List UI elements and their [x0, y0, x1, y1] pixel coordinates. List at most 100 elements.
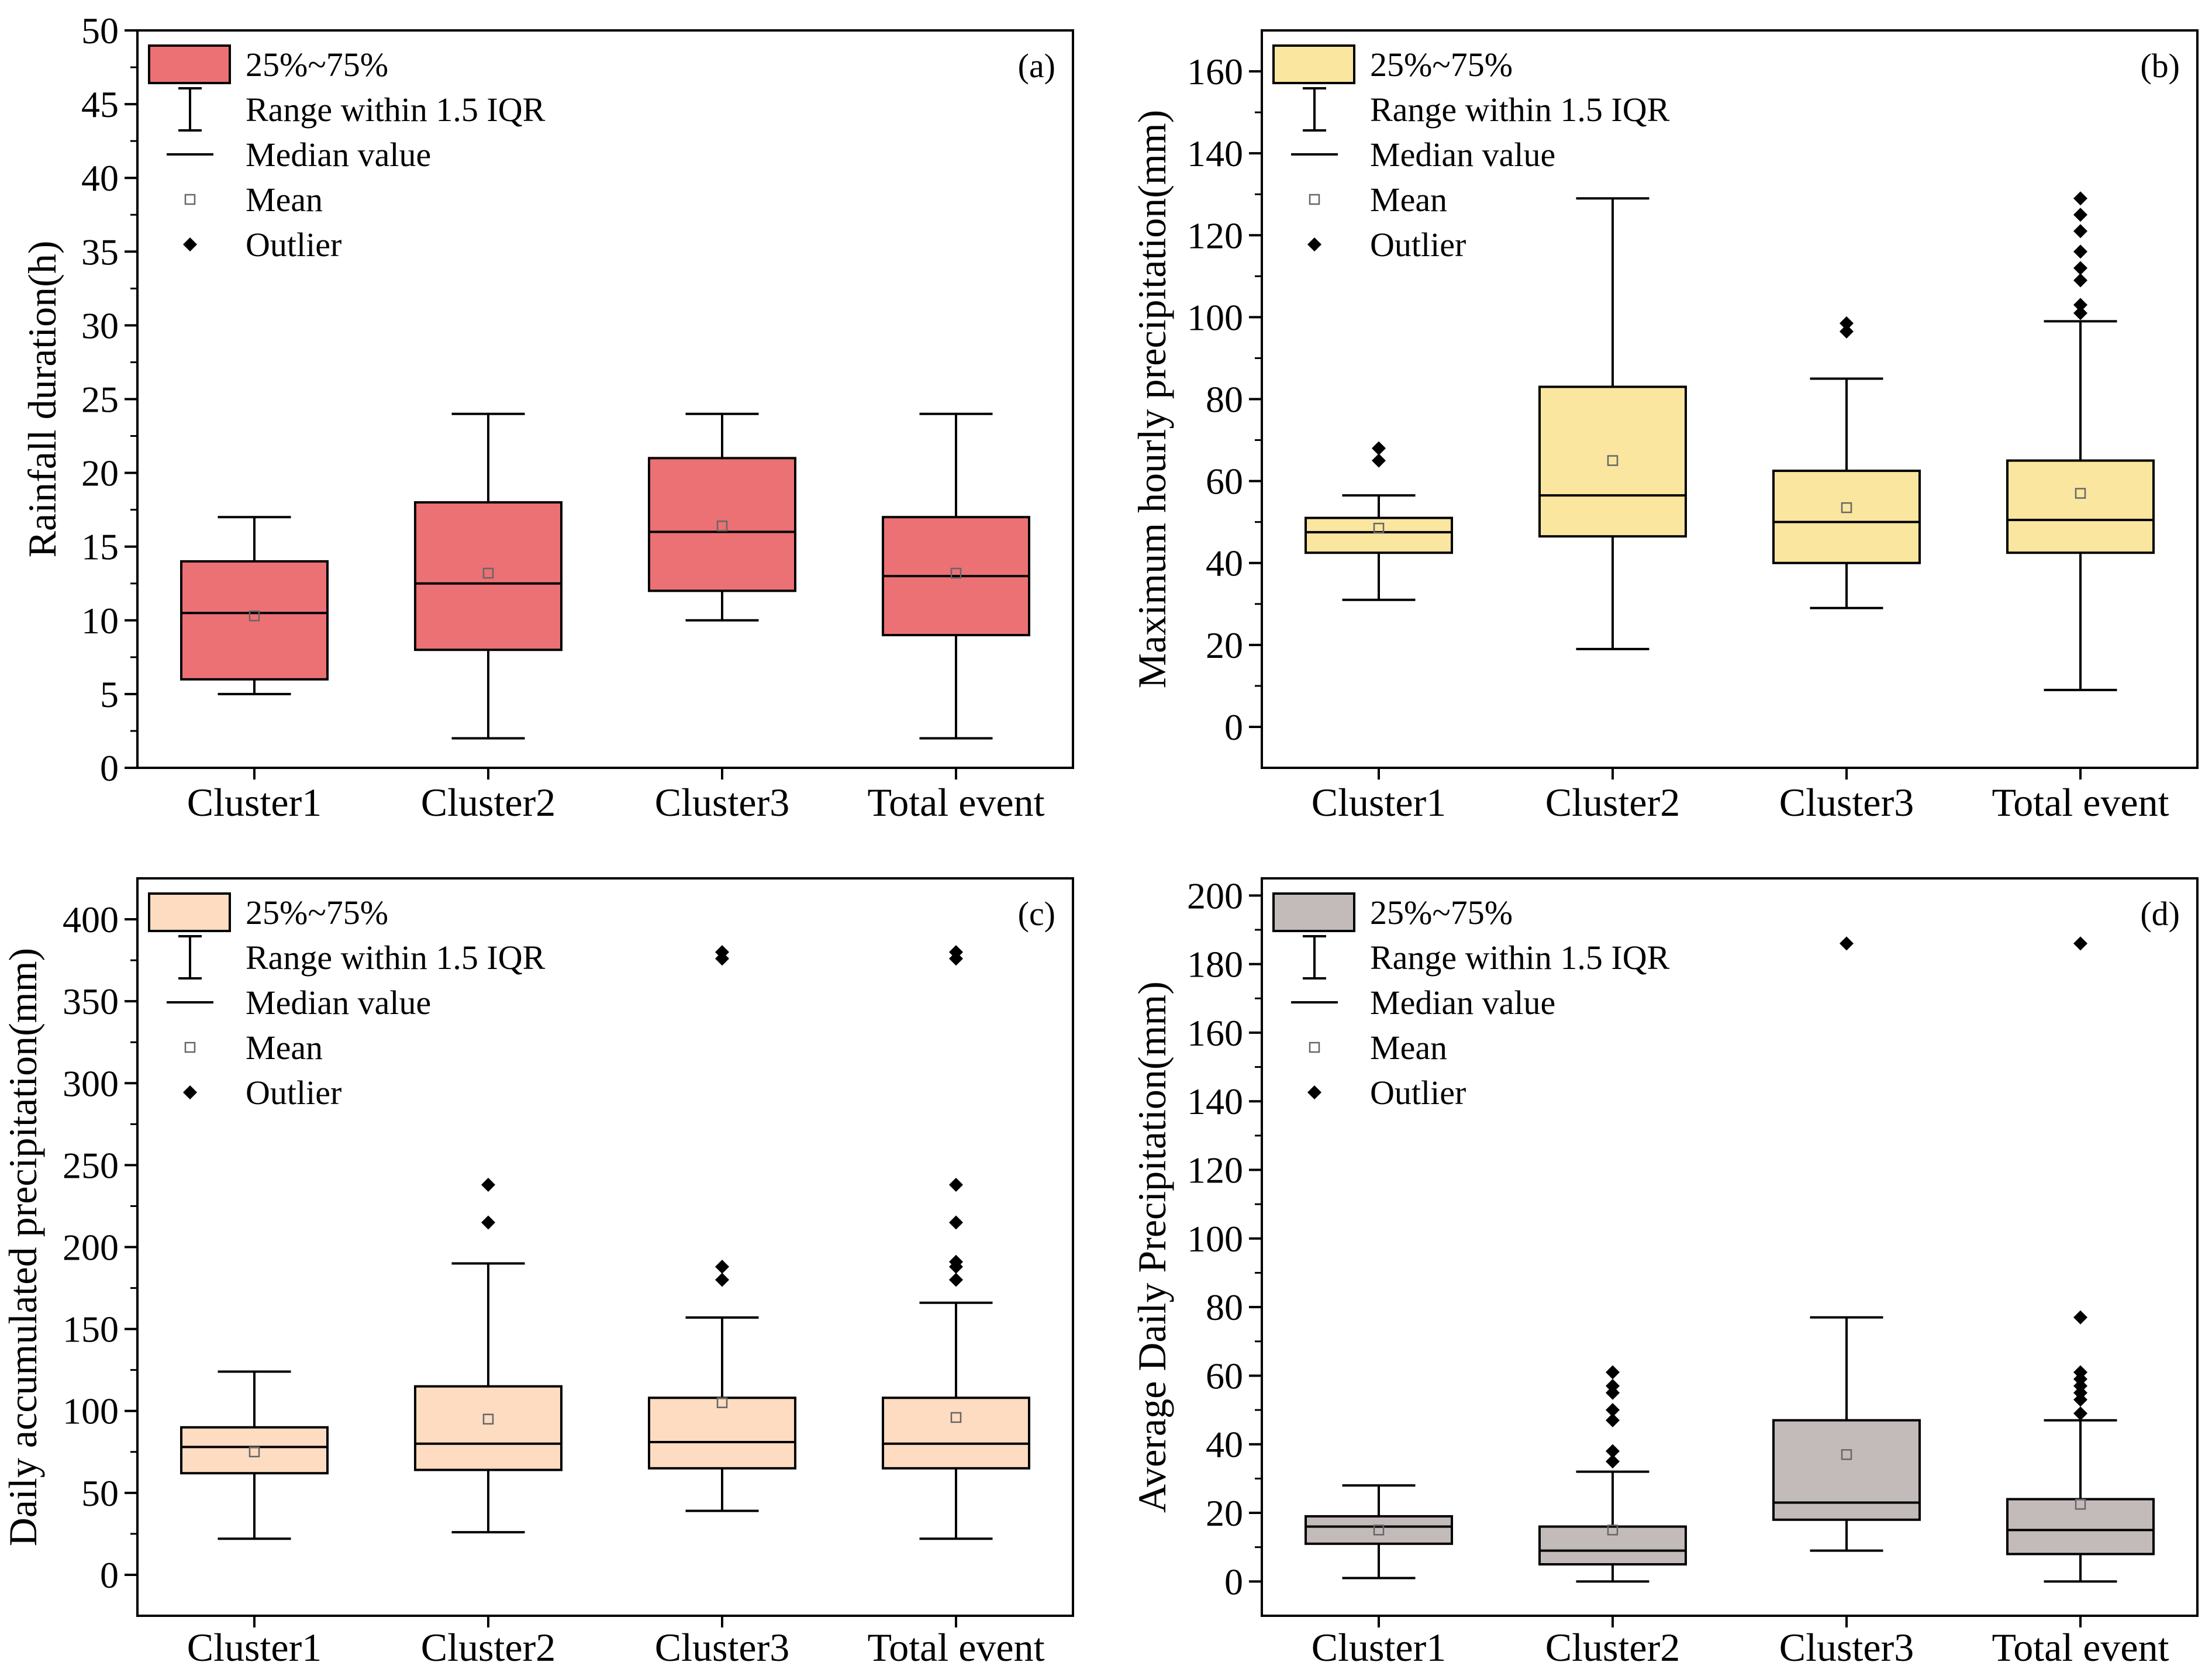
y-tick-label: 160	[1187, 1012, 1243, 1054]
legend-box-swatch	[148, 44, 231, 84]
y-tick-label: 35	[81, 231, 119, 273]
iqr-box	[180, 1426, 329, 1475]
box-3	[1772, 316, 1921, 609]
y-tick-label: 50	[81, 10, 119, 51]
y-axis-title: Daily accumulated precipitation(mm)	[1, 948, 45, 1546]
mean-marker	[482, 1413, 494, 1425]
mean-marker	[2075, 488, 2086, 499]
y-tick-label: 160	[1187, 51, 1243, 92]
outlier-point	[1372, 441, 1386, 456]
iqr-box	[2006, 459, 2155, 554]
outlier-point	[1606, 1454, 1620, 1469]
y-tick-label: 15	[81, 526, 119, 568]
box-4	[882, 412, 1030, 740]
y-tick-label: 120	[1187, 1150, 1243, 1191]
panel-label: (b)	[2140, 47, 2180, 85]
box-1	[180, 516, 329, 695]
legend-mean-swatch	[1309, 194, 1320, 205]
legend-label-box: 25%~75%	[246, 46, 388, 84]
x-tick-label: Cluster1	[1312, 780, 1446, 825]
mean-marker	[1607, 455, 1619, 466]
box-1	[1305, 441, 1453, 601]
panel-label: (a)	[1018, 47, 1055, 85]
x-tick-label: Cluster1	[1312, 1625, 1446, 1670]
legend-outlier-swatch	[183, 237, 197, 251]
y-tick-label: 0	[1224, 1561, 1243, 1602]
outlier-point	[2073, 208, 2087, 222]
legend-mean-swatch	[184, 194, 196, 205]
outlier-point	[2073, 1310, 2087, 1325]
outlier-point	[2073, 244, 2087, 259]
outlier-point	[715, 1260, 729, 1274]
iqr-box	[1538, 385, 1687, 538]
iqr-box	[882, 1396, 1030, 1470]
x-tick-label: Total event	[867, 780, 1044, 825]
mean-marker	[2075, 1499, 2086, 1510]
legend-label-median: Median value	[1370, 984, 1555, 1022]
panel-label: (d)	[2140, 895, 2180, 933]
y-tick-label: 40	[81, 157, 119, 199]
y-tick-label: 80	[1206, 379, 1243, 420]
legend-box-swatch	[148, 892, 231, 932]
mean-marker	[1373, 1525, 1385, 1536]
y-tick-label: 45	[81, 84, 119, 125]
legend-label-median: Median value	[1370, 136, 1555, 174]
x-tick-label: Cluster3	[1779, 1625, 1914, 1670]
box-2	[1538, 197, 1687, 650]
x-tick-label: Cluster3	[655, 780, 789, 825]
y-tick-label: 150	[63, 1309, 119, 1350]
y-tick-label: 350	[63, 981, 119, 1022]
outlier-point	[481, 1215, 495, 1230]
box-1	[1305, 1484, 1453, 1580]
panel-b: 0 20 40 60 80 100 120 140 160 Maximum hourly prec…	[1130, 29, 2199, 825]
y-tick-label: 200	[63, 1227, 119, 1268]
box-3	[648, 945, 796, 1512]
legend-label-outlier: Outlier	[246, 226, 341, 264]
legend-box-swatch	[1272, 44, 1355, 84]
x-tick-label: Cluster2	[1545, 1625, 1680, 1670]
legend-mean-swatch	[184, 1042, 196, 1053]
legend-label-mean: Mean	[246, 181, 323, 219]
x-tick-label: Total event	[1992, 780, 2169, 825]
x-tick-label: Cluster2	[1545, 780, 1680, 825]
legend-label-median: Median value	[246, 136, 431, 174]
mean-marker	[950, 567, 962, 579]
mean-marker	[249, 1446, 260, 1458]
mean-marker	[1607, 1525, 1619, 1536]
outlier-point	[1840, 316, 1854, 330]
legend-mean-swatch	[1309, 1042, 1320, 1053]
mean-marker	[249, 610, 260, 622]
y-tick-label: 300	[63, 1063, 119, 1104]
y-tick-label: 60	[1206, 461, 1243, 502]
x-tick-label: Cluster2	[421, 780, 555, 825]
legend-label-box: 25%~75%	[246, 894, 388, 932]
legend-label-whisker: Range within 1.5 IQR	[246, 91, 546, 129]
iqr-box	[1772, 470, 1921, 564]
box-2	[414, 1178, 563, 1534]
outlier-point	[2073, 306, 2087, 320]
mean-marker	[1841, 502, 1852, 513]
outlier-point	[1372, 453, 1386, 468]
legend-label-outlier: Outlier	[1370, 226, 1466, 264]
box-1	[180, 1370, 329, 1540]
legend: 25%~75% Range within 1.5 IQR Median value M…	[1272, 44, 1670, 264]
legend-label-box: 25%~75%	[1370, 46, 1513, 84]
iqr-box	[648, 1396, 796, 1470]
legend-label-mean: Mean	[1370, 181, 1447, 219]
outlier-point	[715, 945, 729, 960]
legend-label-outlier: Outlier	[246, 1074, 341, 1112]
panel-d: 0 20 40 60 80 100 120 140 160 180 200 Average Daily…	[1130, 875, 2199, 1670]
outlier-point	[2073, 224, 2087, 239]
outlier-point	[2073, 273, 2087, 288]
outlier-point	[481, 1178, 495, 1192]
outlier-point	[2073, 936, 2087, 951]
legend-label-mean: Mean	[1370, 1029, 1447, 1067]
mean-marker	[716, 520, 728, 532]
y-tick-label: 140	[1187, 133, 1243, 174]
mean-marker	[482, 567, 494, 579]
outlier-point	[1606, 1379, 1620, 1394]
x-tick-label: Total event	[1992, 1625, 2169, 1670]
outlier-point	[2073, 191, 2087, 206]
x-tick-label: Cluster1	[187, 1625, 322, 1670]
y-tick-label: 20	[1206, 1492, 1243, 1534]
